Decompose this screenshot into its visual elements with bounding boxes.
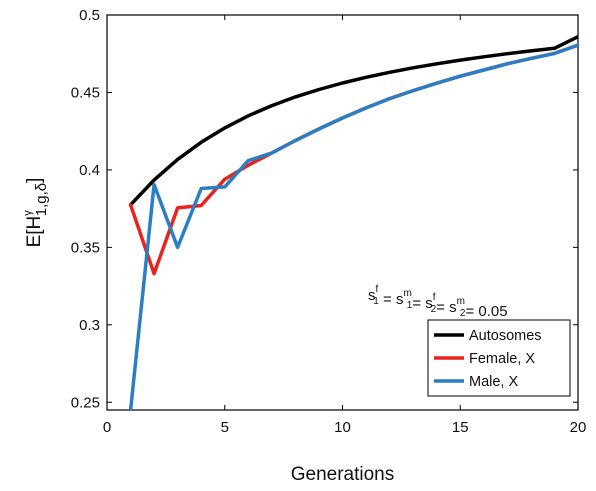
- x-tick-label: 15: [452, 419, 469, 436]
- y-label-sup: γ: [22, 210, 34, 216]
- x-tick-label: 0: [103, 419, 111, 436]
- y-label-close: ]: [24, 178, 45, 183]
- y-label-base: E[H: [24, 216, 45, 248]
- y-tick-label: 0.5: [79, 7, 100, 24]
- legend-label-female-x: Female, X: [469, 351, 535, 367]
- parameter-annotation: sf 1 = sm 1= sf 2= sm 2= 0.05: [368, 284, 508, 320]
- series-layer: [128, 34, 578, 410]
- x-tick-label: 5: [221, 419, 229, 436]
- legend-items: Autosomes Female, X Male, X: [434, 328, 542, 390]
- y-tick-label: 0.4: [79, 162, 100, 179]
- series-line-male-x: [128, 43, 578, 410]
- legend-label-male-x: Male, X: [469, 374, 518, 390]
- y-axis-ticks: 0.25 0.3 0.35 0.4 0.45 0.5: [71, 7, 578, 411]
- x-tick-label: 10: [334, 419, 351, 436]
- y-tick-label: 0.25: [71, 394, 100, 411]
- y-tick-label: 0.3: [79, 317, 100, 334]
- x-tick-label: 20: [570, 419, 587, 436]
- svg-text:E[Hγ1,g,δ]: E[Hγ1,g,δ]: [22, 178, 50, 248]
- legend-label-autosomes: Autosomes: [469, 328, 542, 344]
- y-tick-label: 0.45: [71, 84, 100, 101]
- y-tick-label: 0.35: [71, 239, 100, 256]
- annotation-text: sf 1 = sm 1= sf 2= sm 2= 0.05: [368, 284, 508, 320]
- y-axis-label: E[Hγ1,g,δ]: [22, 178, 50, 248]
- y-label-sub: 1,g,δ: [33, 183, 50, 216]
- series-line-autosomes: [128, 34, 578, 207]
- legend: Autosomes Female, X Male, X: [427, 319, 571, 397]
- x-axis-ticks: 0 5 10 15 20: [103, 15, 587, 436]
- x-axis-label: Generations: [291, 464, 395, 485]
